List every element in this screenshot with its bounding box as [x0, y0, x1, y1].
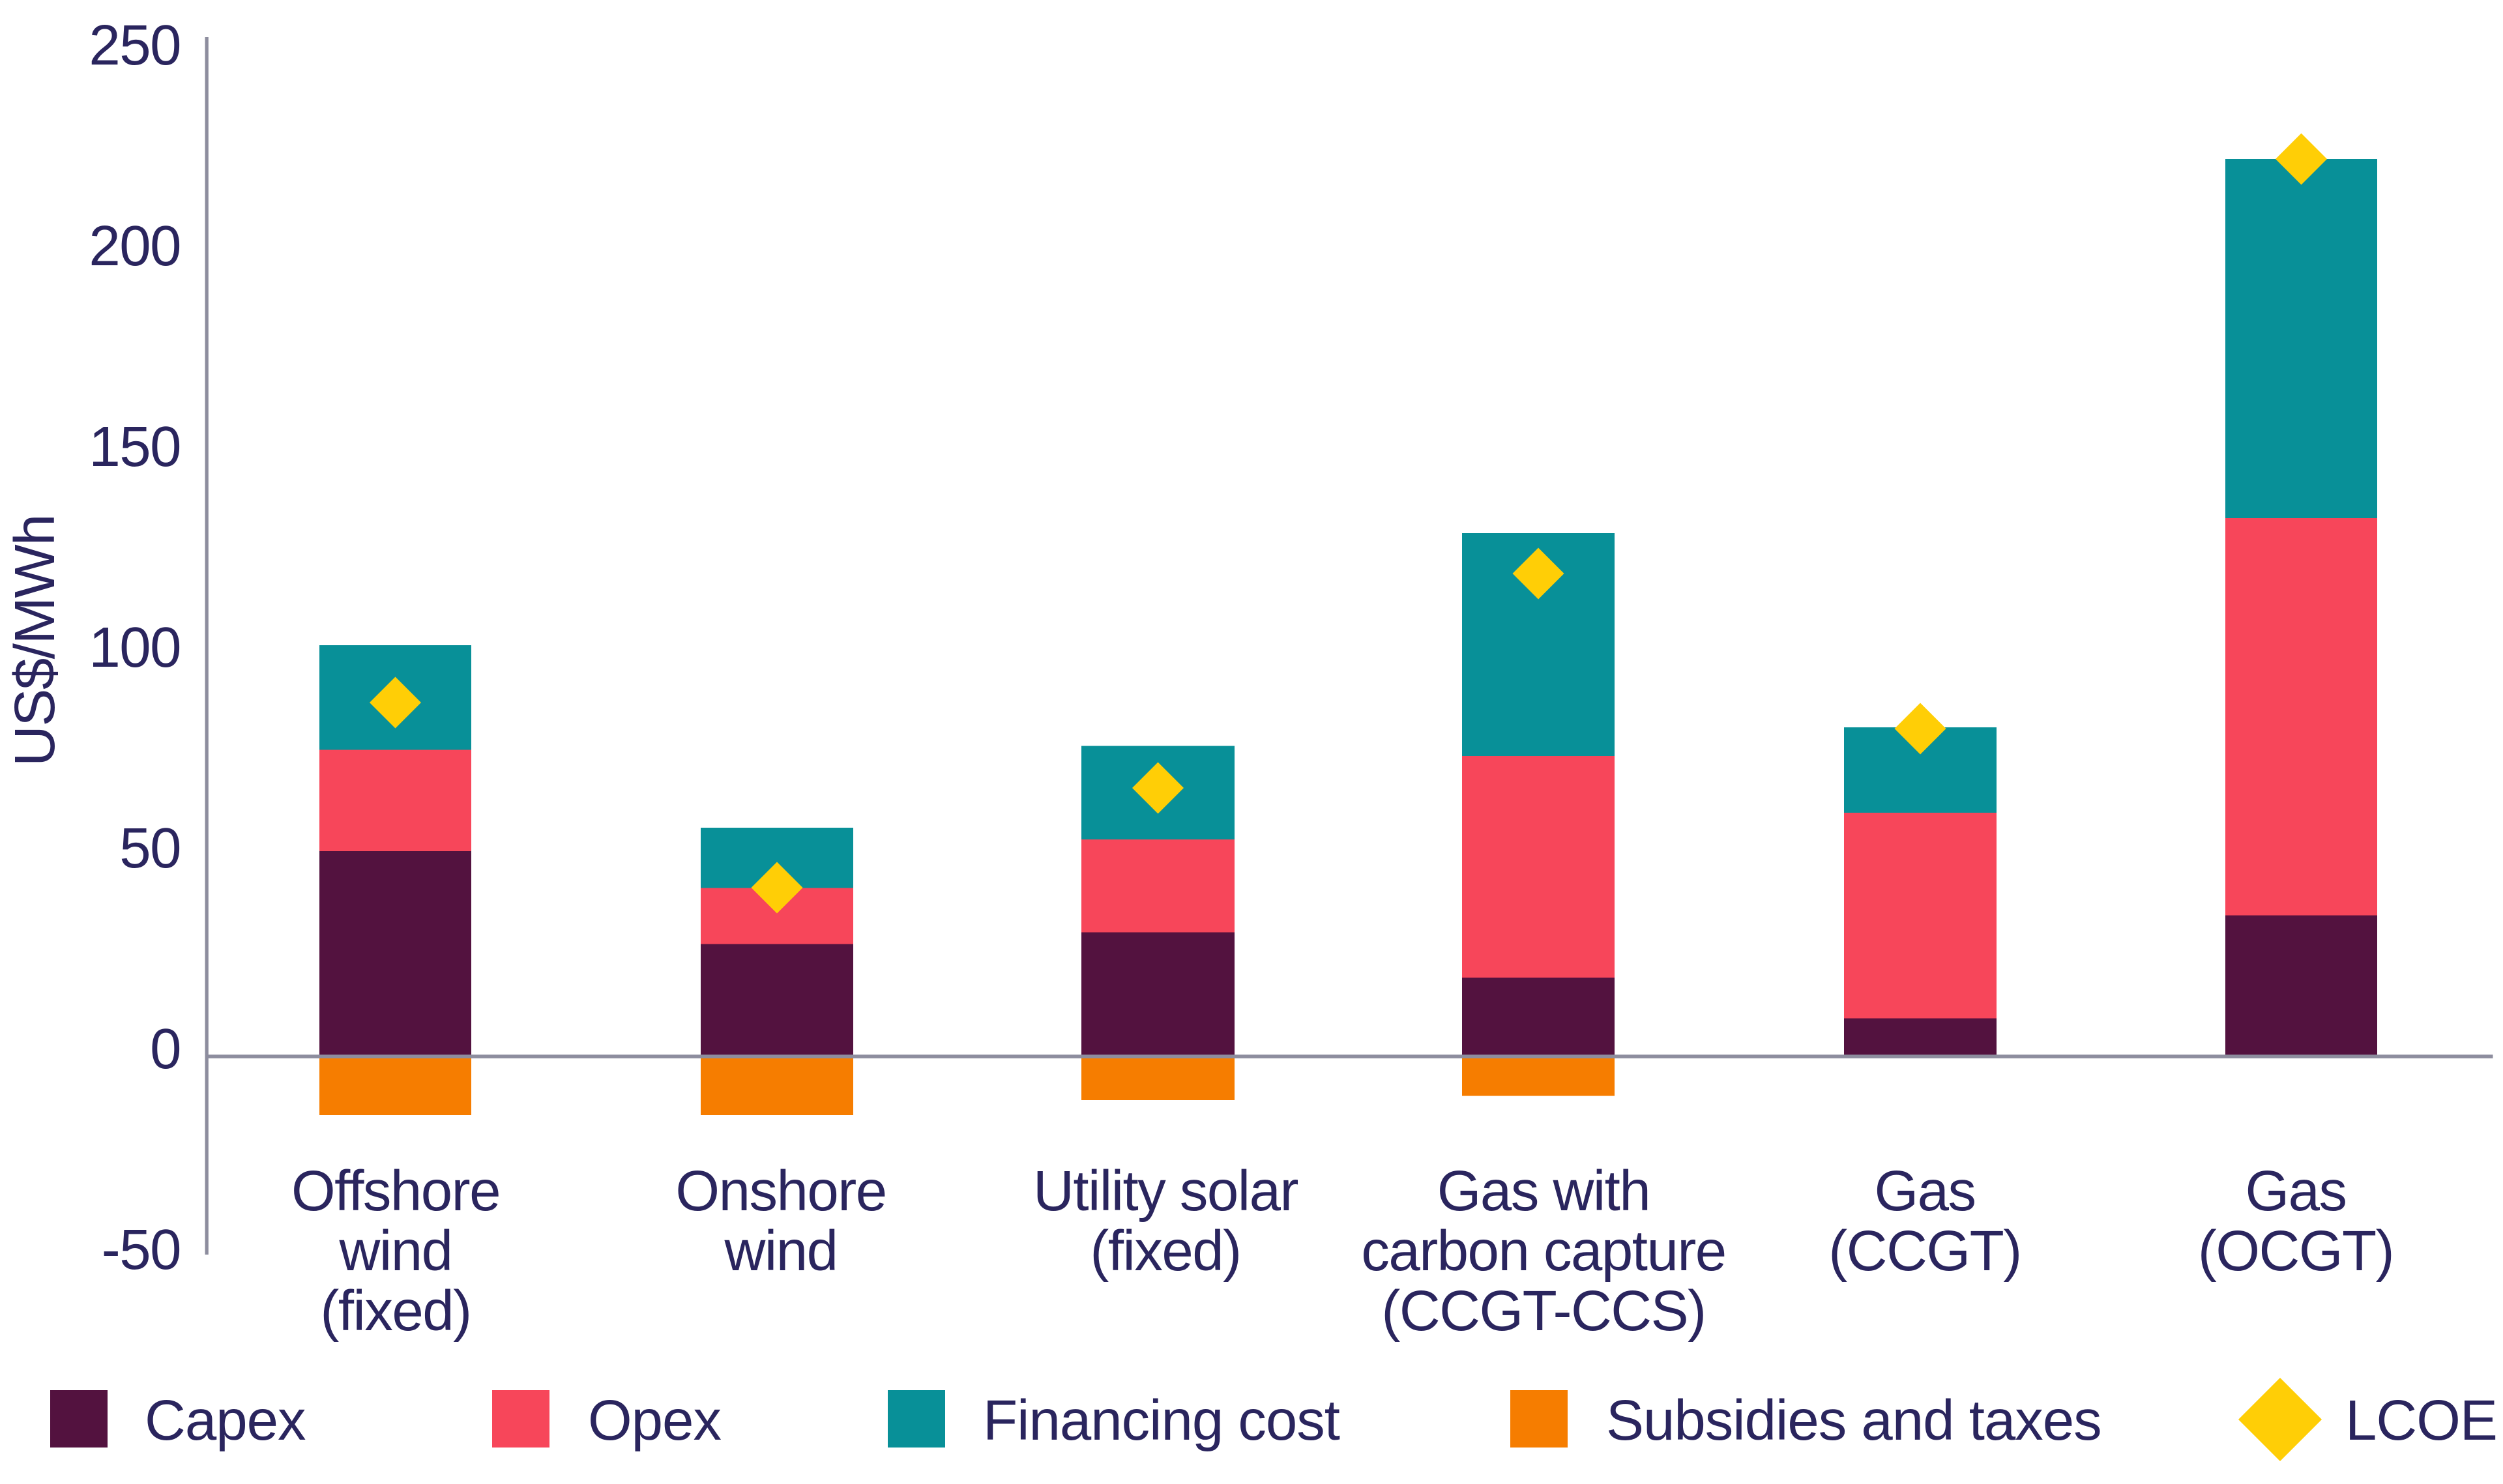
- svg-text:0: 0: [150, 1017, 181, 1081]
- svg-text:(OCGT): (OCGT): [2198, 1219, 2393, 1283]
- svg-text:-50: -50: [102, 1218, 181, 1281]
- svg-text:Onshore: Onshore: [675, 1159, 886, 1223]
- svg-text:150: 150: [89, 415, 181, 478]
- svg-text:wind: wind: [339, 1219, 452, 1283]
- svg-text:Subsidies and taxes: Subsidies and taxes: [1606, 1389, 2101, 1452]
- svg-text:Utility solar: Utility solar: [1033, 1159, 1298, 1223]
- svg-text:Gas: Gas: [2245, 1159, 2346, 1223]
- svg-text:(fixed): (fixed): [320, 1279, 471, 1343]
- svg-text:200: 200: [89, 214, 181, 278]
- svg-text:(CCGT-CCS): (CCGT-CCS): [1381, 1279, 1705, 1343]
- svg-text:Capex: Capex: [145, 1389, 306, 1452]
- svg-text:(fixed): (fixed): [1090, 1219, 1240, 1283]
- svg-text:(CCGT): (CCGT): [1828, 1219, 2021, 1283]
- svg-text:Opex: Opex: [588, 1389, 721, 1452]
- svg-text:Offshore: Offshore: [291, 1159, 500, 1223]
- svg-text:50: 50: [119, 817, 181, 880]
- svg-text:US$/MWh: US$/MWh: [3, 515, 66, 766]
- svg-text:100: 100: [89, 616, 181, 679]
- svg-text:wind: wind: [724, 1219, 838, 1283]
- svg-text:carbon capture: carbon capture: [1361, 1219, 1725, 1283]
- svg-text:250: 250: [89, 14, 181, 77]
- svg-text:Financing cost: Financing cost: [983, 1389, 1340, 1452]
- svg-text:Gas: Gas: [1874, 1159, 1975, 1223]
- svg-text:LCOE: LCOE: [2345, 1389, 2497, 1452]
- svg-text:Gas with: Gas with: [1437, 1159, 1650, 1223]
